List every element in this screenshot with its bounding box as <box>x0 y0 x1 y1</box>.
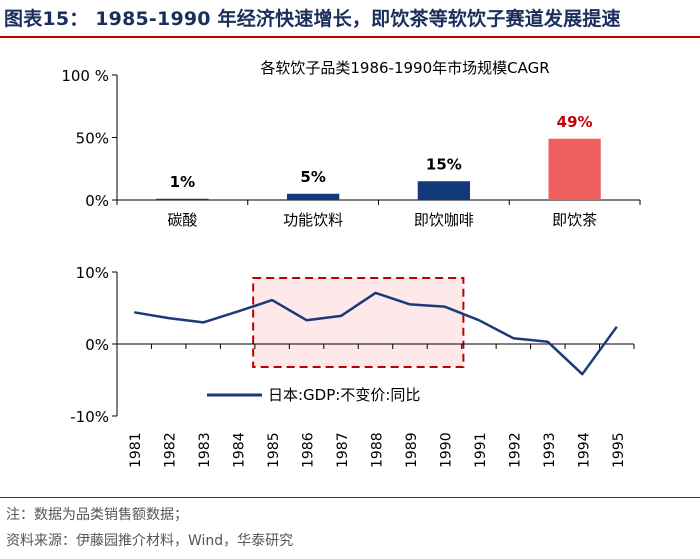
line-x-tick-label: 1982 <box>163 432 179 468</box>
line-x-tick-label: 1985 <box>266 432 282 468</box>
gdp-growth-line <box>133 291 618 376</box>
chart-canvas: 各软饮子品类1986-1990年市场规模CAGR 0% 50% 100 % 1% 碳酸 5%… <box>61 59 641 468</box>
bar-chart: 各软饮子品类1986-1990年市场规模CAGR 0% 50% 100 % 1% 碳酸 5%… <box>61 59 641 229</box>
legend-label: 日本:GDP:不变价:同比 <box>268 386 420 404</box>
bar-3 <box>417 181 471 200</box>
line-x-tick-label: 1990 <box>438 432 454 468</box>
line-x-tick-label: 1981 <box>128 432 144 468</box>
bar-value-label: 15% <box>426 155 462 173</box>
line-y-tick-label: 0% <box>85 336 109 354</box>
line-x-tick-label: 1983 <box>197 432 213 468</box>
bar-4 <box>548 138 601 200</box>
line-x-tick-label: 1984 <box>232 432 248 468</box>
highlight-period-box <box>252 277 465 368</box>
footer-divider <box>0 497 700 498</box>
line-x-tick-label: 1994 <box>576 432 592 468</box>
bar-value-label: 5% <box>300 168 325 186</box>
line-y-tick-label: -10% <box>70 408 109 426</box>
line-x-tick-label: 1995 <box>611 432 627 468</box>
line-chart: -10% 0% 10% 1981 1982 1983 1984 1985 1986 1987 198… <box>70 264 635 468</box>
line-x-tick-label: 1992 <box>507 432 523 468</box>
figure-title: 图表15： 1985-1990 年经济快速增长，即饮茶等软饮子赛道发展提速 <box>4 8 621 30</box>
bar-y-tick-label: 0% <box>85 192 109 210</box>
bar-category-label: 碳酸 <box>167 211 197 229</box>
line-y-tick-label: 10% <box>76 264 109 282</box>
bar-2 <box>286 193 340 200</box>
title-divider <box>0 36 700 38</box>
line-x-tick-label: 1986 <box>301 432 317 468</box>
bar-y-tick-label: 100 % <box>61 67 109 85</box>
line-x-tick-label: 1991 <box>473 432 489 468</box>
bar-value-label: 49% <box>557 113 593 131</box>
bar-y-tick-label: 50% <box>76 130 109 148</box>
bar-value-label: 1% <box>170 173 195 191</box>
bar-chart-title: 各软饮子品类1986-1990年市场规模CAGR <box>260 59 549 77</box>
bar-category-label: 即饮茶 <box>552 211 597 229</box>
line-x-tick-label: 1987 <box>335 432 351 468</box>
bar-1 <box>156 198 209 200</box>
line-x-tick-label: 1988 <box>370 432 386 468</box>
line-x-tick-label: 1993 <box>542 432 558 468</box>
bar-category-label: 功能饮料 <box>283 211 343 229</box>
note-text: 注：数据为品类销售额数据； <box>6 507 188 523</box>
bar-category-label: 即饮咖啡 <box>414 211 474 229</box>
source-text: 资料来源：伊藤园推介材料，Wind，华泰研究 <box>6 533 294 549</box>
line-x-tick-label: 1989 <box>404 432 420 468</box>
